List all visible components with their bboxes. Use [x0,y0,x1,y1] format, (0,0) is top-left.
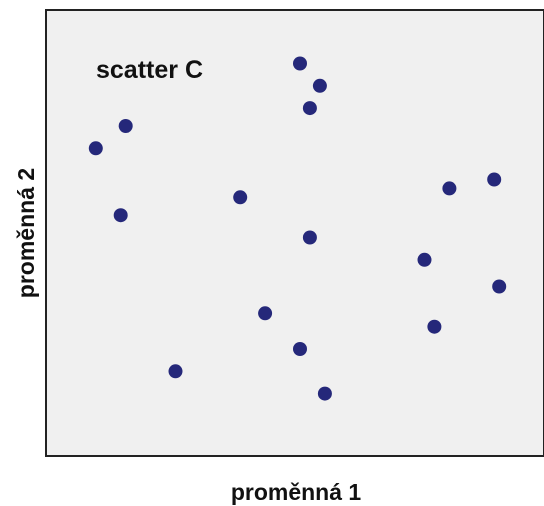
panel-annotation: scatter C [96,56,203,84]
data-point-13 [258,306,273,321]
data-point-16 [168,364,183,379]
data-point-3 [302,101,317,116]
plot-area [45,9,544,457]
data-point-6 [487,172,502,187]
data-point-12 [492,279,507,294]
data-point-1 [293,56,307,71]
data-point-14 [427,319,442,334]
data-points [88,56,507,401]
x-axis-label: proměnná 1 [231,479,362,505]
data-point-7 [442,181,457,196]
data-point-11 [417,252,432,267]
data-point-8 [233,190,248,205]
data-point-2 [312,78,327,93]
data-point-5 [88,141,103,156]
data-point-15 [293,342,307,356]
y-axis-label: proměnná 2 [13,168,39,298]
data-point-4 [118,119,133,133]
data-point-10 [302,230,317,245]
data-point-9 [113,208,128,223]
data-point-17 [317,386,332,401]
